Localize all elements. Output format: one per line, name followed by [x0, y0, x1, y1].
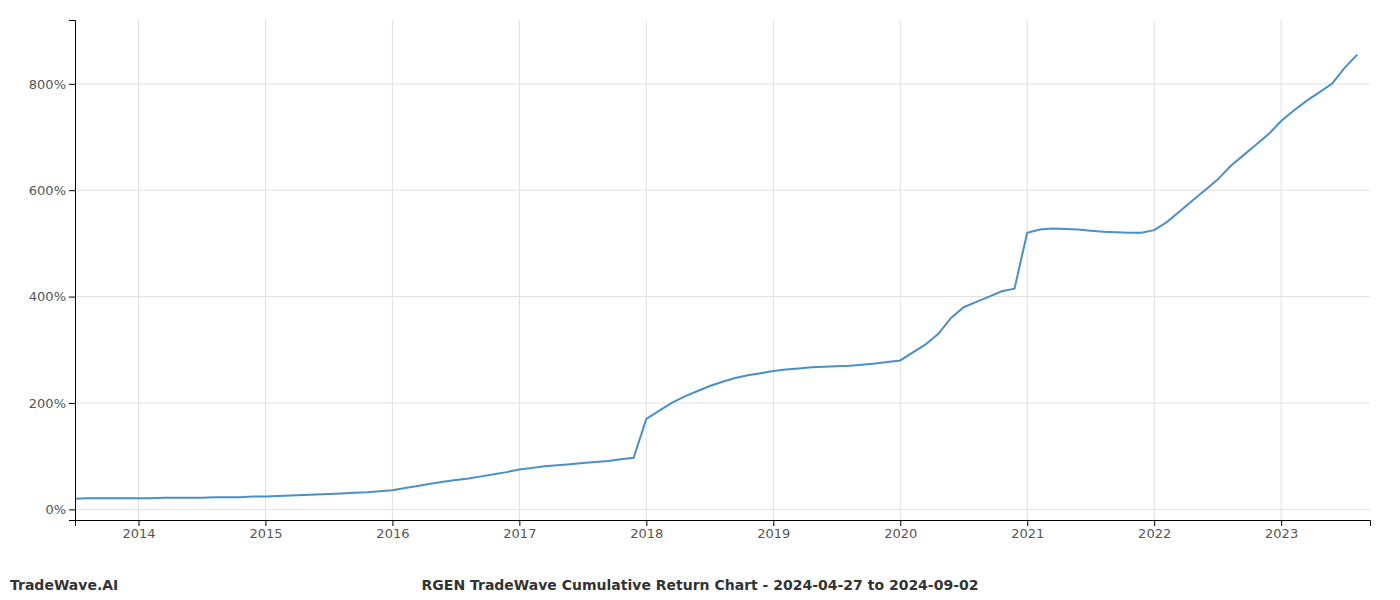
tick-label: 400%: [29, 289, 66, 304]
tick-mark: [69, 297, 75, 298]
tick: 2014: [122, 520, 155, 541]
tick-label: 800%: [29, 76, 66, 91]
x-axis: 2014 2015 2016 2017 2018 2019 2020 2021 2022 2023: [76, 520, 1371, 541]
tick-label: 2016: [376, 526, 409, 541]
tick: 2016: [376, 520, 409, 541]
grid-line: [75, 509, 1370, 510]
tick-label: 2018: [630, 526, 663, 541]
tick: 2023: [1265, 520, 1298, 541]
tick-mark: [1027, 520, 1028, 526]
axis-line: [76, 521, 1371, 527]
grid-line: [1281, 20, 1282, 520]
grid-line: [1154, 20, 1155, 520]
tick-mark: [900, 520, 901, 526]
grid-line: [646, 20, 647, 520]
tick-mark: [69, 509, 75, 510]
tick-mark: [646, 520, 647, 526]
tick: 2019: [757, 520, 790, 541]
tick-mark: [69, 190, 75, 191]
grid-line: [138, 20, 139, 520]
tick: 2020: [884, 520, 917, 541]
tick-mark: [69, 403, 75, 404]
grid-line: [75, 83, 1370, 84]
tick: 800%: [29, 76, 75, 91]
tick-mark: [392, 520, 393, 526]
tick: 200%: [29, 396, 75, 411]
line: [75, 55, 1357, 499]
tick-label: 2023: [1265, 526, 1298, 541]
marks: [75, 55, 1357, 499]
grid-line: [392, 20, 393, 520]
tick-label: 600%: [29, 183, 66, 198]
grid-line: [75, 190, 1370, 191]
tick-label: 2020: [884, 526, 917, 541]
axis-line: [69, 21, 76, 521]
tick-mark: [519, 520, 520, 526]
tick-label: 2019: [757, 526, 790, 541]
tick: 600%: [29, 183, 75, 198]
tick-mark: [265, 520, 266, 526]
tick-label: 0%: [45, 502, 66, 517]
tick-label: 2015: [249, 526, 282, 541]
tick-mark: [69, 84, 75, 85]
grid-line: [1027, 20, 1028, 520]
y-axis: 0% 200% 400% 600% 800%: [29, 21, 76, 521]
plot: 2014 2015 2016 2017 2018 2019 2020 2021 2022 2023…: [29, 20, 1371, 541]
watermark: TradeWave.AI: [10, 577, 118, 593]
grid-line: [900, 20, 901, 520]
chart: 2014 2015 2016 2017 2018 2019 2020 2021 2022 2023…: [0, 0, 1400, 600]
grid-line: [519, 20, 520, 520]
grid: [75, 20, 1370, 520]
tick-mark: [773, 520, 774, 526]
tick-label: 2022: [1138, 526, 1171, 541]
tick: 2015: [249, 520, 282, 541]
tick-mark: [1281, 520, 1282, 526]
tick: 2021: [1011, 520, 1044, 541]
title: RGEN TradeWave Cumulative Return Chart -…: [422, 577, 979, 593]
tick: 2017: [503, 520, 536, 541]
grid-line: [773, 20, 774, 520]
grid-line: [265, 20, 266, 520]
tick-mark: [138, 520, 139, 526]
tick-label: 2014: [122, 526, 155, 541]
tick-label: 2021: [1011, 526, 1044, 541]
tick: 2022: [1138, 520, 1171, 541]
tick-label: 200%: [29, 396, 66, 411]
tick: 400%: [29, 289, 75, 304]
tick-mark: [1154, 520, 1155, 526]
grid-line: [75, 402, 1370, 403]
grid-line: [75, 296, 1370, 297]
tick-label: 2017: [503, 526, 536, 541]
tick: 2018: [630, 520, 663, 541]
tick: 0%: [45, 502, 75, 517]
